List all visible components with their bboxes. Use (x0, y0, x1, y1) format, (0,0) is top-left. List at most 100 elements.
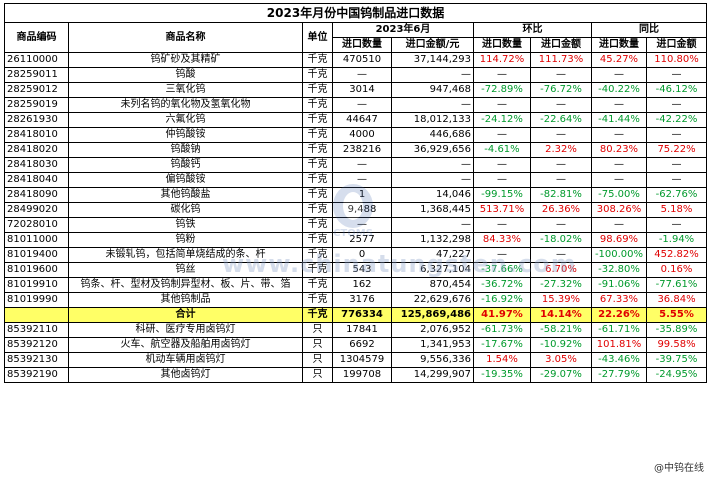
table-title: 2023年月份中国钨制品进口数据 (3, 3, 708, 23)
cell-qty: 17841 (332, 322, 392, 338)
cell-qty: — (332, 217, 392, 233)
cell-yoy-qty: -27.79% (591, 367, 647, 383)
header-period: 2023年6月 (332, 22, 474, 38)
cell-amount: 36,929,656 (391, 142, 474, 158)
cell-mom-amt: 3.05% (530, 352, 592, 368)
cell-mom-qty: — (473, 127, 531, 143)
cell-yoy-qty: — (591, 67, 647, 83)
table-row: 72028010 钨铁 千克 — — — — — — (4, 217, 708, 233)
cell-mom-amt: -29.07% (530, 367, 592, 383)
header-yoy-amt: 进口金额 (645, 37, 708, 53)
cell-name: 钨条、杆、型材及钨制异型材、板、片、带、箔 (68, 277, 303, 293)
cell-yoy-amt: 99.58% (645, 337, 708, 353)
cell-qty: 238216 (332, 142, 392, 158)
cell-code: 28418090 (4, 187, 69, 203)
cell-mom-qty: — (473, 97, 531, 113)
cell-qty: — (332, 172, 392, 188)
cell-yoy-amt: — (645, 217, 708, 233)
cell-amount: 446,686 (391, 127, 474, 143)
table-row: 28418020 钨酸钠 千克 238216 36,929,656 -4.61% 2.32%… (4, 142, 708, 158)
cell-mom-amt: -76.72% (530, 82, 592, 98)
cell-code: 28418010 (4, 127, 69, 143)
header-mom: 环比 (473, 22, 592, 38)
cell-yoy-amt: 5.55% (645, 307, 708, 323)
cell-mom-amt: -27.32% (530, 277, 592, 293)
table-row: 26110000 钨矿砂及其精矿 千克 470510 37,144,293 114.72%… (4, 52, 708, 68)
table-row: 28418040 偏钨酸铵 千克 — — — — — — (4, 172, 708, 188)
cell-amount: 6,327,104 (391, 262, 474, 278)
table-row: 28418010 仲钨酸铵 千克 4000 446,686— — — — (4, 127, 708, 143)
cell-mom-amt: 14.14% (530, 307, 592, 323)
table-row: 28418030 钨酸钙 千克 — — — — — — (4, 157, 708, 173)
cell-yoy-amt: — (645, 67, 708, 83)
cell-name: 钨酸钠 (68, 142, 303, 158)
cell-name: 科研、医疗专用卤钨灯 (68, 322, 303, 338)
cell-code: 28418030 (4, 157, 69, 173)
cell-mom-qty: — (473, 217, 531, 233)
cell-unit: 千克 (302, 67, 333, 83)
cell-mom-amt: 2.32% (530, 142, 592, 158)
cell-name: 钨粉 (68, 232, 303, 248)
table-row: 81019990 其他钨制品 千克 3176 22,629,676 -16.92% 15.3… (4, 292, 708, 308)
cell-mom-amt: 111.73% (530, 52, 592, 68)
cell-name: 其他钨酸盐 (68, 187, 303, 203)
cell-yoy-qty: -40.22% (591, 82, 647, 98)
cell-mom-qty: -37.66% (473, 262, 531, 278)
cell-yoy-amt: -46.12% (645, 82, 708, 98)
cell-mom-amt: — (530, 67, 592, 83)
cell-code: 28259019 (4, 97, 69, 113)
cell-code: 28418020 (4, 142, 69, 158)
header-amount: 进口金额/元 (391, 37, 474, 53)
cell-unit: 千克 (302, 112, 333, 128)
cell-qty: 776334 (332, 307, 392, 323)
cell-unit: 千克 (302, 142, 333, 158)
cell-yoy-qty: 98.69% (591, 232, 647, 248)
table-row: 28418090 其他钨酸盐 千克 1 14,046 -99.15% -82.81% -75.… (4, 187, 708, 203)
cell-mom-amt: — (530, 172, 592, 188)
header-name: 商品名称 (68, 22, 303, 53)
cell-unit: 千克 (302, 187, 333, 203)
cell-unit: 千克 (302, 277, 333, 293)
cell-mom-amt: -82.81% (530, 187, 592, 203)
cell-code: 28259011 (4, 67, 69, 83)
cell-name: 钨酸钙 (68, 157, 303, 173)
cell-mom-qty: -16.92% (473, 292, 531, 308)
cell-mom-amt: -22.64% (530, 112, 592, 128)
cell-yoy-qty: 67.33% (591, 292, 647, 308)
cell-name: 六氟化钨 (68, 112, 303, 128)
cell-mom-qty: — (473, 247, 531, 263)
cell-amount: — (391, 172, 474, 188)
cell-qty: 1304579 (332, 352, 392, 368)
cell-code: 28418040 (4, 172, 69, 188)
header-unit: 单位 (302, 22, 333, 53)
source-credit: @中钨在线 (654, 463, 704, 474)
cell-code: 81019600 (4, 262, 69, 278)
cell-amount: 14,046 (391, 187, 474, 203)
cell-qty: — (332, 67, 392, 83)
cell-yoy-qty: — (591, 157, 647, 173)
cell-mom-amt: — (530, 217, 592, 233)
cell-qty: 3176 (332, 292, 392, 308)
cell-amount: 1,368,445 (391, 202, 474, 218)
cell-mom-qty: -99.15% (473, 187, 531, 203)
table-row: 28261930 六氟化钨 千克 44647 18,012,133 -24.12% -22.… (4, 112, 708, 128)
cell-yoy-qty: 80.23% (591, 142, 647, 158)
cell-code: 85392120 (4, 337, 69, 353)
cell-yoy-amt: 36.84% (645, 292, 708, 308)
cell-yoy-amt: -62.76% (645, 187, 708, 203)
import-table-container: 2023年月份中国钨制品进口数据 商品编码 商品名称 单位 2023年6月 环比… (3, 3, 708, 383)
cell-amount: 870,454 (391, 277, 474, 293)
cell-mom-qty: -24.12% (473, 112, 531, 128)
header-yoy-qty: 进口数量 (591, 37, 647, 53)
cell-amount: — (391, 217, 474, 233)
cell-mom-qty: 41.97% (473, 307, 531, 323)
cell-qty: 1 (332, 187, 392, 203)
cell-mom-amt: -18.02% (530, 232, 592, 248)
cell-mom-amt: -58.21% (530, 322, 592, 338)
cell-code: 85392130 (4, 352, 69, 368)
cell-name: 未列名钨的氧化物及氢氧化物 (68, 97, 303, 113)
cell-unit: 千克 (302, 52, 333, 68)
cell-amount: 22,629,676 (391, 292, 474, 308)
cell-yoy-qty: — (591, 97, 647, 113)
cell-qty: 9,488 (332, 202, 392, 218)
